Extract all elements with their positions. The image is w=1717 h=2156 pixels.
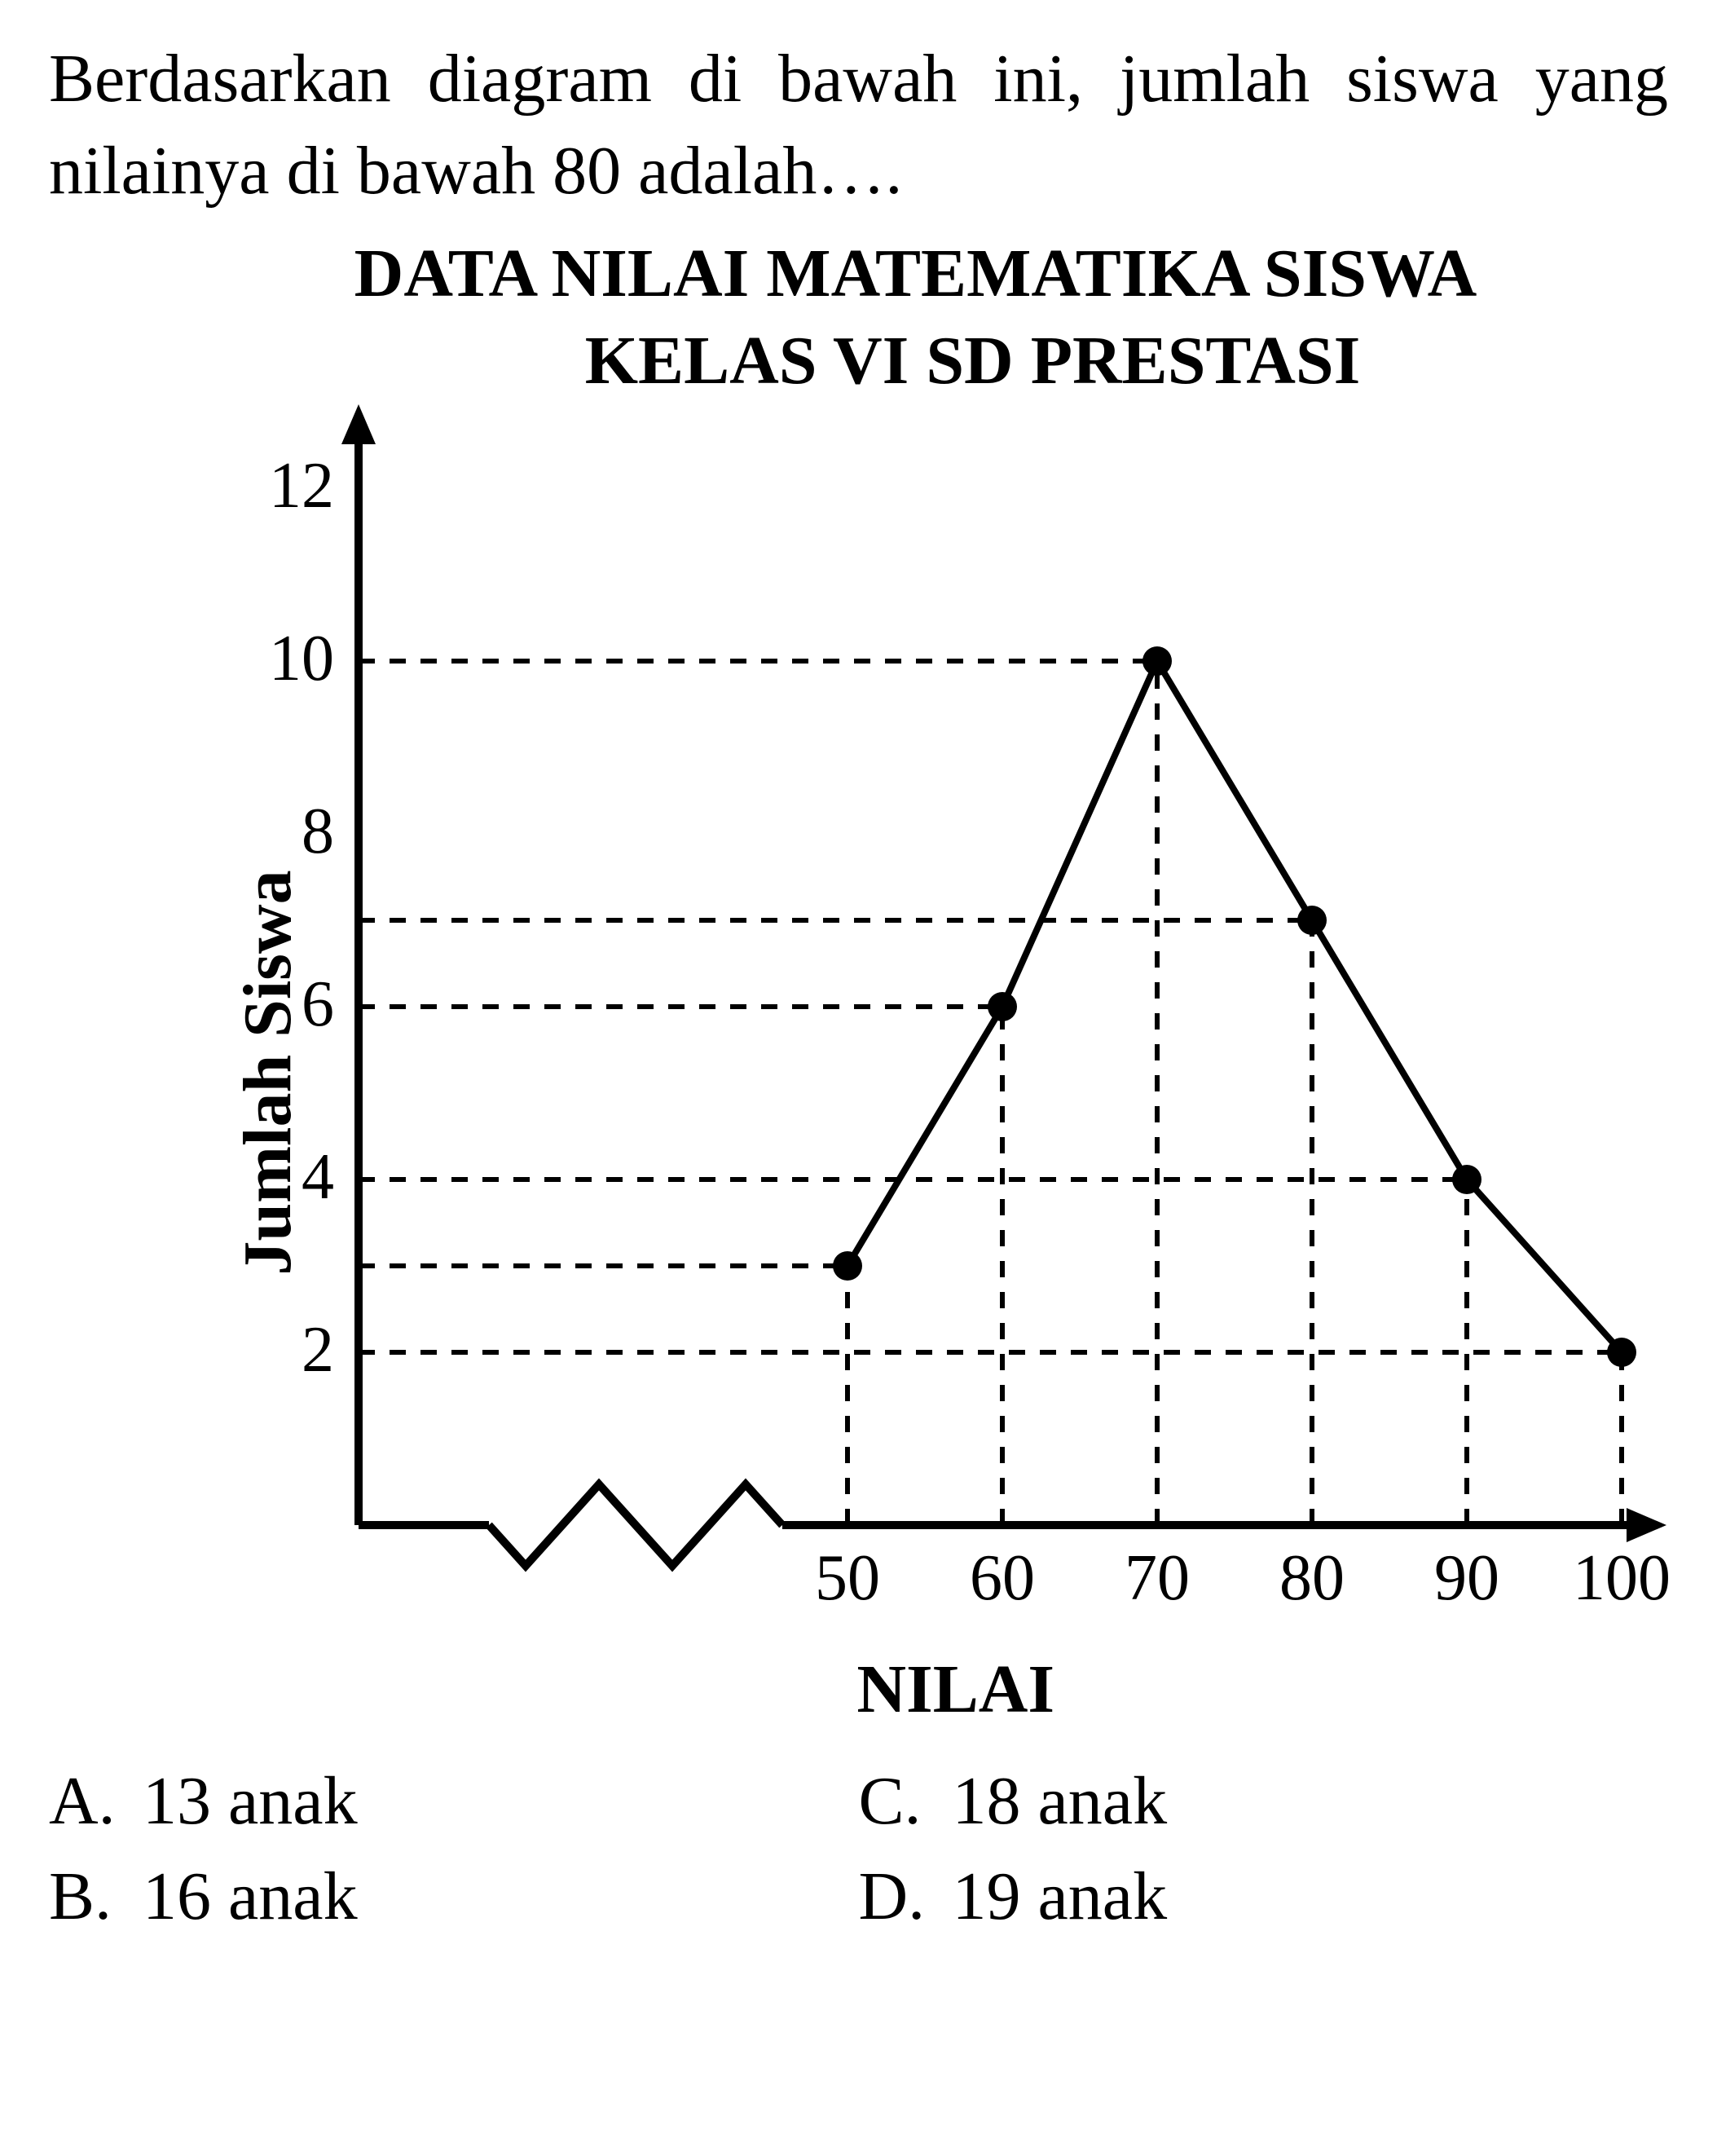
x-tick-label: 90 (1410, 1541, 1524, 1616)
answer-letter: B. (49, 1857, 122, 1936)
y-tick-label: 12 (253, 449, 334, 523)
y-tick-label: 2 (253, 1313, 334, 1387)
answer-text: 19 anak (953, 1857, 1168, 1936)
chart-title: DATA NILAI MATEMATIKA SISWA (163, 234, 1668, 313)
x-tick-label: 60 (945, 1541, 1059, 1616)
x-tick-label: 50 (790, 1541, 905, 1616)
y-tick-label: 6 (253, 968, 334, 1042)
y-tick-label: 4 (253, 1140, 334, 1215)
answer-c: C. 18 anak (859, 1761, 1669, 1841)
answer-letter: D. (859, 1857, 932, 1936)
y-tick-label: 8 (253, 795, 334, 869)
answer-text: 18 anak (953, 1761, 1168, 1841)
answer-text: 13 anak (143, 1761, 358, 1841)
x-tick-label: 70 (1100, 1541, 1214, 1616)
chart-subtitle: KELAS VI SD PRESTASI (277, 321, 1668, 400)
x-tick-label: 100 (1565, 1541, 1679, 1616)
x-tick-label: 80 (1255, 1541, 1369, 1616)
chart-container: Jumlah Siswa NILAI 24681012 506070809010… (49, 400, 1668, 1745)
line-chart (212, 400, 1717, 1623)
question-text: Berdasarkan diagram di bawah ini, jumlah… (49, 33, 1668, 218)
y-tick-label: 10 (253, 622, 334, 696)
answer-options: A. 13 anak C. 18 anak B. 16 anak D. 19 a… (49, 1761, 1668, 1936)
answer-d: D. 19 anak (859, 1857, 1669, 1936)
answer-b: B. 16 anak (49, 1857, 859, 1936)
answer-text: 16 anak (143, 1857, 358, 1936)
answer-letter: A. (49, 1761, 122, 1841)
x-axis-label: NILAI (856, 1650, 1054, 1729)
answer-a: A. 13 anak (49, 1761, 859, 1841)
answer-letter: C. (859, 1761, 932, 1841)
